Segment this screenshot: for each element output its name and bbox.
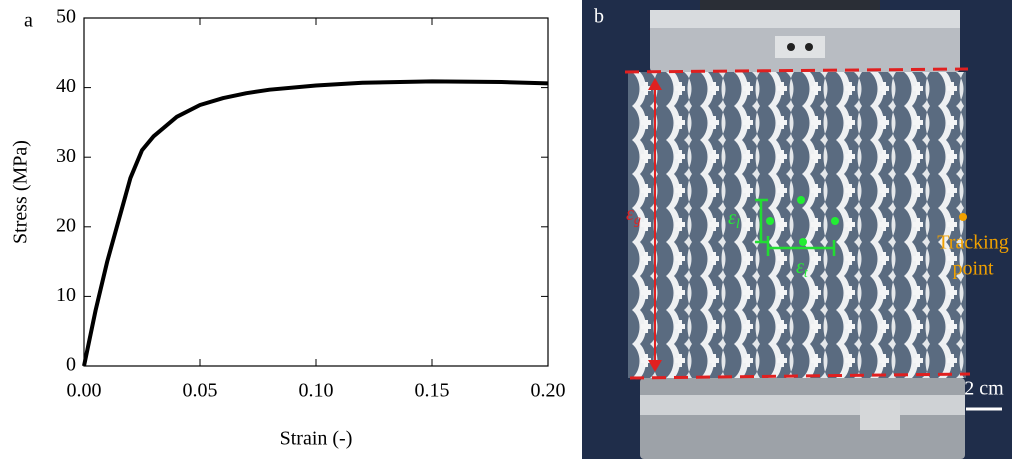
y-tick-label: 0 bbox=[66, 354, 76, 376]
photo bbox=[582, 0, 1012, 459]
clamp bbox=[775, 36, 825, 58]
x-tick-label: 0.20 bbox=[531, 380, 566, 402]
scale-label: 2 cm bbox=[964, 378, 1004, 400]
plot-frame bbox=[83, 17, 549, 367]
tracking-label: point bbox=[952, 258, 994, 280]
x-tick-label: 0.15 bbox=[415, 380, 450, 402]
bottom-platen bbox=[640, 378, 965, 459]
y-tick-label: 30 bbox=[56, 145, 76, 167]
strain-label: εt bbox=[796, 256, 809, 282]
strain-label: εl bbox=[728, 207, 740, 233]
bottom-platen-shine bbox=[640, 395, 965, 415]
subscript: g bbox=[634, 213, 641, 228]
clamp bbox=[860, 400, 900, 430]
subscript: t bbox=[804, 266, 809, 281]
x-tick-label: 0.10 bbox=[299, 380, 334, 402]
panel-label: a bbox=[24, 10, 33, 32]
top-boundary bbox=[624, 67, 969, 74]
y-tick-label: 50 bbox=[56, 6, 76, 28]
bottom-boundary bbox=[629, 372, 971, 380]
local-strain-brackets bbox=[755, 198, 836, 256]
strain-label: εg bbox=[626, 203, 641, 229]
y-axis-label: Stress (MPa) bbox=[10, 140, 32, 244]
symbol: ε bbox=[728, 207, 736, 229]
top-platen-shine bbox=[650, 10, 960, 28]
markers bbox=[766, 196, 839, 246]
symbol: ε bbox=[796, 256, 804, 278]
lattice-specimen bbox=[628, 72, 966, 378]
subscript: l bbox=[736, 217, 740, 232]
x-tick-label: 0.05 bbox=[183, 380, 218, 402]
panel-label: b bbox=[594, 6, 604, 28]
y-tick-label: 10 bbox=[56, 284, 76, 306]
hole bbox=[787, 43, 795, 51]
fixture bbox=[700, 0, 880, 12]
symbol: ε bbox=[626, 203, 634, 225]
tracking-dot bbox=[959, 213, 967, 221]
y-tick-label: 20 bbox=[56, 214, 76, 236]
x-axis-label: Strain (-) bbox=[280, 428, 353, 450]
stress-strain-curve bbox=[82, 79, 549, 367]
x-tick-label: 0.00 bbox=[67, 380, 102, 402]
y-tick-label: 40 bbox=[56, 75, 76, 97]
tracking-label: Tracking bbox=[937, 232, 1008, 254]
hole bbox=[805, 43, 813, 51]
